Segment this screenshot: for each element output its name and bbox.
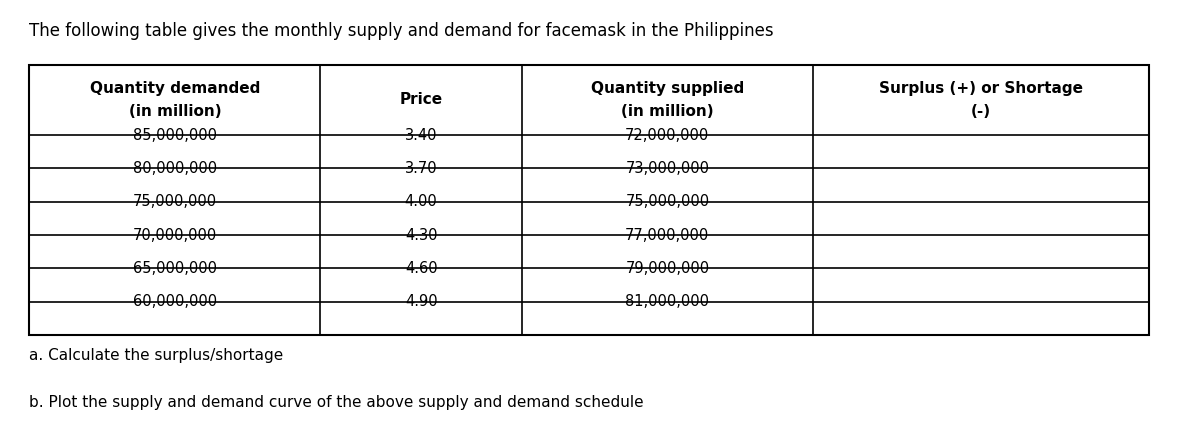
Text: b. Plot the supply and demand curve of the above supply and demand schedule: b. Plot the supply and demand curve of t… (29, 395, 644, 410)
Text: Surplus (+) or Shortage: Surplus (+) or Shortage (879, 81, 1083, 96)
Text: (in million): (in million) (621, 103, 714, 118)
Text: 4.00: 4.00 (405, 194, 437, 209)
Text: Quantity demanded: Quantity demanded (90, 81, 260, 96)
Text: (in million): (in million) (128, 103, 221, 118)
Text: (-): (-) (971, 103, 991, 118)
Text: 75,000,000: 75,000,000 (133, 194, 217, 209)
Text: Quantity supplied: Quantity supplied (590, 81, 744, 96)
Text: Price: Price (399, 92, 443, 107)
Text: 85,000,000: 85,000,000 (133, 128, 217, 143)
Text: 79,000,000: 79,000,000 (626, 261, 709, 276)
Text: 4.30: 4.30 (405, 227, 437, 242)
Text: 75,000,000: 75,000,000 (626, 194, 709, 209)
Text: a. Calculate the surplus/shortage: a. Calculate the surplus/shortage (29, 348, 284, 363)
Text: 77,000,000: 77,000,000 (626, 227, 709, 242)
Text: 4.90: 4.90 (405, 294, 437, 309)
Text: 4.60: 4.60 (405, 261, 437, 276)
Text: 70,000,000: 70,000,000 (133, 227, 217, 242)
Text: 81,000,000: 81,000,000 (626, 294, 709, 309)
Text: 72,000,000: 72,000,000 (626, 128, 709, 143)
Text: 65,000,000: 65,000,000 (133, 261, 217, 276)
Bar (29, 65, 1149, 335)
Text: 3.70: 3.70 (405, 161, 437, 176)
Text: 3.40: 3.40 (405, 128, 437, 143)
Text: 60,000,000: 60,000,000 (133, 294, 217, 309)
Text: 73,000,000: 73,000,000 (626, 161, 709, 176)
Text: The following table gives the monthly supply and demand for facemask in the Phil: The following table gives the monthly su… (29, 22, 774, 40)
Text: 80,000,000: 80,000,000 (133, 161, 217, 176)
